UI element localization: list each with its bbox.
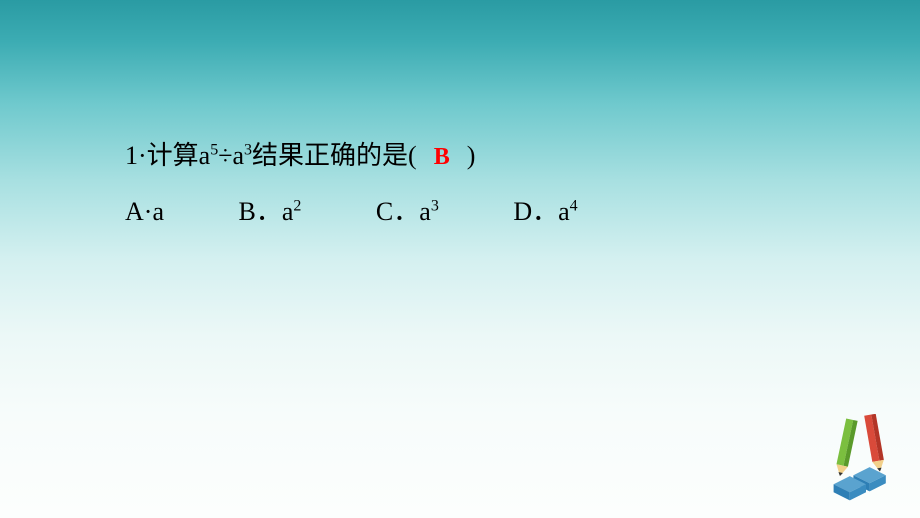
- option-b-exp: 2: [293, 197, 301, 214]
- option-c-label: C: [376, 197, 393, 226]
- option-d-base: a: [558, 197, 570, 226]
- question-exp2: 3: [244, 141, 252, 158]
- option-d-exp: 4: [570, 197, 578, 214]
- option-d: D．a4: [513, 191, 577, 233]
- options-line: A·a B．a2 C．a3 D．a4: [125, 191, 825, 233]
- option-c-exp: 3: [431, 197, 439, 214]
- option-d-label: D: [513, 197, 532, 226]
- pencils-decoration-icon: [812, 414, 902, 504]
- option-a-value: a: [152, 197, 164, 226]
- question-number: 1: [125, 141, 138, 170]
- answer-slot: B: [417, 135, 467, 177]
- correct-answer-letter: B: [434, 144, 450, 170]
- question-closing: ): [467, 141, 476, 170]
- question-op: ÷a: [218, 141, 244, 170]
- option-d-sep: ．: [532, 197, 558, 226]
- option-a-label: A: [125, 197, 144, 226]
- option-c-base: a: [419, 197, 431, 226]
- option-b-label: B: [239, 197, 256, 226]
- question-line: 1·计算a5÷a3结果正确的是( B ): [125, 135, 825, 177]
- question-sep: ·: [138, 141, 147, 170]
- question-prefix: 计算a: [147, 141, 211, 170]
- exercise-content: 1·计算a5÷a3结果正确的是( B ) A·a B．a2 C．a3 D．a4: [125, 135, 825, 232]
- option-c: C．a3: [376, 191, 439, 233]
- question-suffix: 结果正确的是(: [252, 141, 417, 170]
- option-c-sep: ．: [393, 197, 419, 226]
- option-a: A·a: [125, 191, 164, 233]
- option-b-base: a: [282, 197, 294, 226]
- option-b-sep: ．: [256, 197, 282, 226]
- option-b: B．a2: [239, 191, 302, 233]
